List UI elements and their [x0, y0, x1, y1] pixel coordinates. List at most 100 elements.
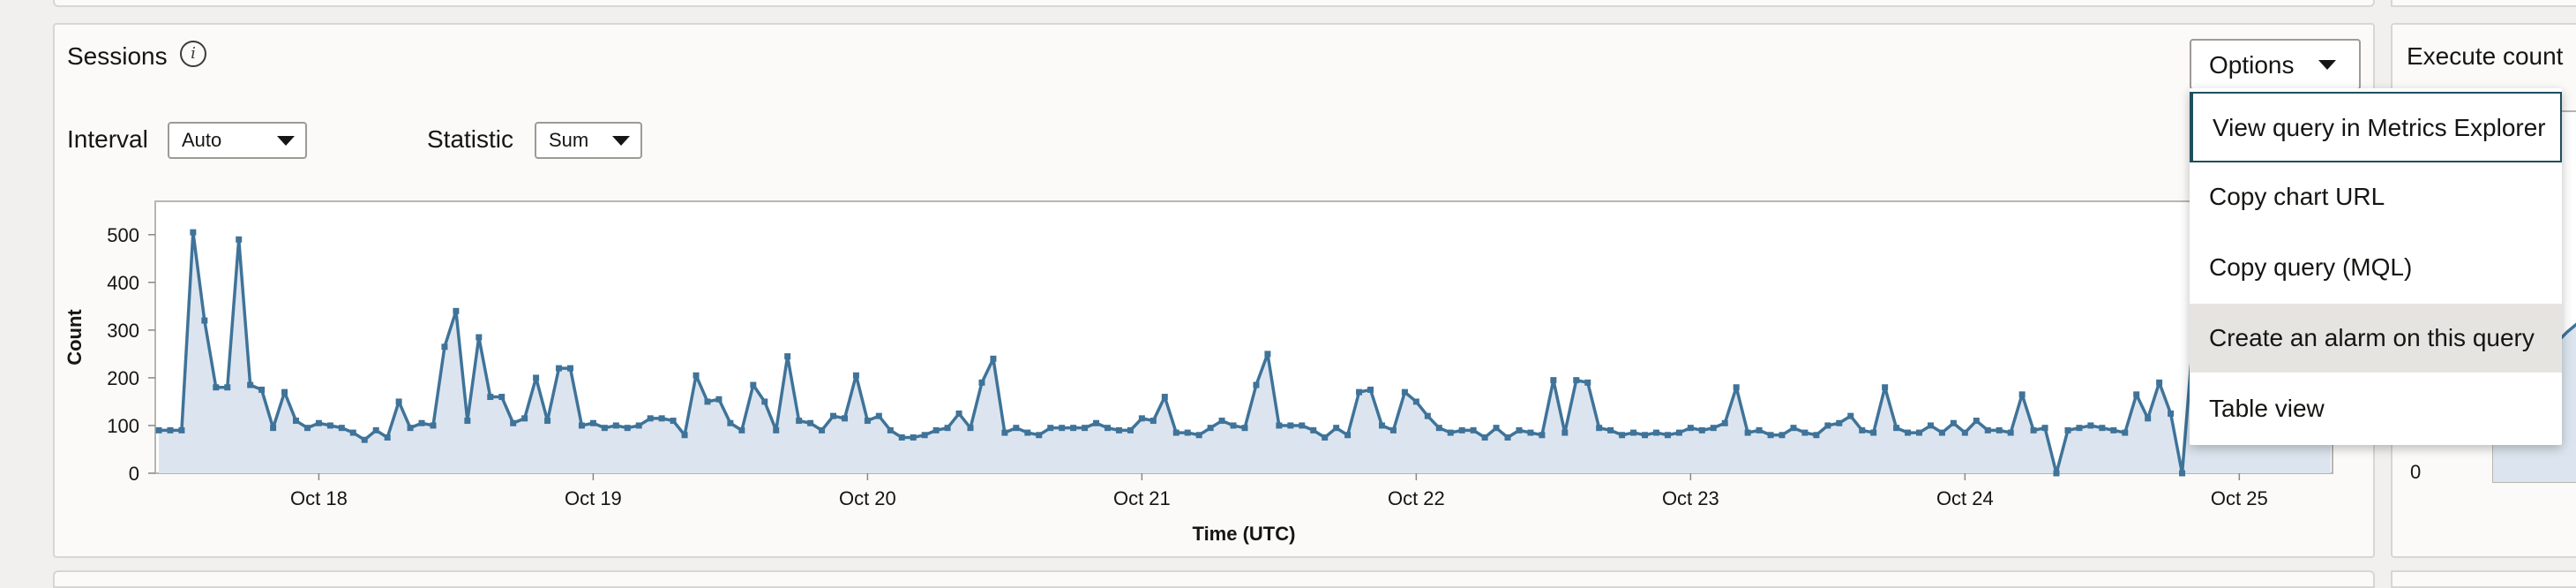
data-point [1105, 425, 1112, 432]
options-button-label: Options [2209, 51, 2295, 79]
x-tick-label: Oct 18 [290, 487, 348, 509]
data-point [2145, 415, 2152, 422]
data-point [1447, 429, 1454, 436]
data-point [1664, 432, 1671, 439]
statistic-select[interactable]: Sum [535, 122, 642, 159]
info-icon[interactable]: i [180, 41, 206, 67]
chevron-down-icon [612, 136, 630, 146]
panel-below [53, 570, 2375, 588]
options-menu: View query in Metrics Explorer Copy char… [2190, 88, 2562, 445]
panel-below-right [2391, 570, 2576, 588]
data-point [1607, 426, 1614, 433]
data-point [841, 415, 848, 422]
data-point [1287, 422, 1294, 429]
menu-item-create-alarm[interactable]: Create an alarm on this query [2190, 304, 2562, 373]
menu-item-copy-chart-url[interactable]: Copy chart URL [2209, 183, 2385, 210]
data-point [1882, 384, 1889, 391]
data-point [487, 394, 494, 401]
data-point [2030, 426, 2037, 433]
data-point [693, 372, 700, 379]
data-point [315, 419, 322, 426]
y-axis-title: Count [64, 309, 86, 366]
data-point [1813, 432, 1820, 439]
data-point [1721, 419, 1728, 426]
options-button[interactable]: Options [2190, 39, 2361, 90]
data-point [303, 425, 311, 432]
data-point [2156, 379, 2163, 386]
data-point [715, 396, 723, 403]
execute-y-tick: 0 [2410, 461, 2421, 483]
data-point [1356, 388, 1363, 396]
data-point [852, 372, 859, 379]
data-point [1127, 426, 1134, 433]
menu-item-view-query[interactable]: View query in Metrics Explorer [2190, 92, 2562, 162]
data-point [2064, 426, 2071, 433]
data-point [1036, 432, 1043, 439]
data-point [1241, 425, 1248, 432]
y-axis-ticks: 0 100 200 300 400 500 [107, 224, 155, 485]
data-point [1642, 432, 1649, 439]
data-point [670, 418, 677, 425]
data-point [1047, 425, 1054, 432]
data-point [681, 432, 688, 439]
data-point [1859, 426, 1866, 433]
data-point [372, 426, 379, 433]
data-point [864, 418, 871, 425]
data-point [1389, 426, 1397, 433]
data-point [910, 433, 917, 441]
data-point [498, 394, 505, 401]
sessions-chart: 0 100 200 300 400 500 Oct 18 Oct 19 Oct 20 Oct 2… [64, 200, 2334, 545]
data-point [1630, 429, 1637, 436]
interval-select[interactable]: Auto [168, 122, 307, 159]
data-point [612, 422, 619, 429]
data-point [441, 343, 448, 351]
data-point [2099, 425, 2106, 432]
data-point [1412, 398, 1419, 405]
data-point [1961, 429, 1968, 436]
data-point [1619, 432, 1626, 439]
data-point [932, 426, 940, 433]
menu-item-copy-query[interactable]: Copy query (MQL) [2209, 253, 2413, 281]
data-point [281, 388, 288, 396]
data-point [1218, 418, 1225, 425]
data-point [727, 419, 734, 426]
data-point [1333, 425, 1340, 432]
data-point [430, 422, 437, 429]
data-point [1481, 433, 1488, 441]
data-point [784, 353, 791, 360]
data-point [887, 426, 894, 433]
sessions-title: Sessions [67, 42, 168, 70]
data-point [1652, 429, 1659, 436]
data-point [1082, 425, 1089, 432]
data-point [1322, 433, 1329, 441]
data-point [589, 419, 596, 426]
interval-select-value: Auto [182, 129, 222, 151]
data-point [1801, 429, 1808, 436]
data-point [1744, 429, 1751, 436]
menu-item-table-view[interactable]: Table view [2209, 395, 2325, 422]
data-point [704, 398, 711, 405]
data-point [2168, 410, 2175, 417]
x-axis-title: Time (UTC) [1193, 523, 1296, 545]
data-point [1424, 412, 1431, 419]
data-point [898, 433, 905, 441]
data-point [1516, 426, 1523, 433]
y-tick-label: 200 [107, 367, 139, 389]
data-point [750, 381, 757, 388]
data-point [1847, 412, 1854, 419]
data-point [578, 422, 585, 429]
series-area [159, 232, 2331, 473]
data-point [658, 415, 665, 422]
data-point [533, 374, 540, 381]
data-point [2122, 429, 2129, 436]
data-point [1778, 432, 1786, 439]
data-point [967, 425, 974, 432]
execute-count-title: Execute count [2407, 42, 2564, 70]
data-point [2053, 470, 2060, 477]
data-point [1093, 419, 1100, 426]
caret-down-icon [2318, 60, 2336, 70]
x-tick-label: Oct 20 [839, 487, 896, 509]
data-point [1024, 429, 1031, 436]
data-point [544, 418, 551, 425]
panel-above [53, 0, 2375, 7]
